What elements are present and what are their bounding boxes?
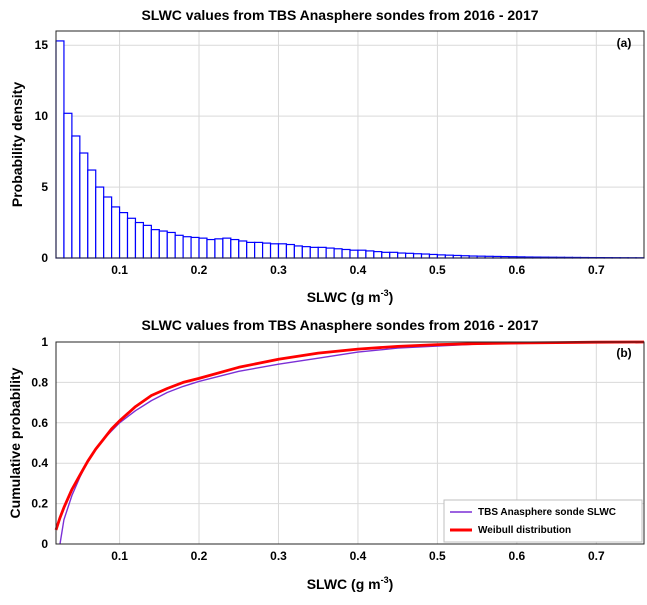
histogram-x-tick-label: 0.2: [191, 263, 208, 277]
cdf-x-tick-label: 0.1: [111, 549, 128, 563]
histogram-y-axis-label: Probability density: [9, 82, 25, 207]
cdf-x-tick-label: 0.4: [350, 549, 367, 563]
histogram-bar: [118, 212, 129, 259]
histogram-bar: [309, 246, 319, 259]
cdf-y-tick-label: 0.2: [31, 497, 48, 511]
cdf-y-axis-label: Cumulative probability: [7, 367, 23, 518]
cdf-x-axis-label: SLWC (g m-3): [307, 575, 394, 592]
histogram-x-axis-label: SLWC (g m-3): [307, 288, 394, 305]
histogram-bar: [238, 240, 248, 259]
histogram-bar: [134, 221, 145, 259]
histogram-bar: [365, 250, 375, 259]
histogram-bar: [325, 247, 335, 259]
histogram-bar: [428, 253, 439, 259]
cdf-axes-frame: [55, 341, 645, 545]
histogram-x-tick-label: 0.1: [111, 263, 128, 277]
histogram-bar: [349, 249, 359, 259]
weibull-series-line: [54, 340, 645, 531]
histogram-bar: [214, 238, 224, 259]
histogram-bar: [405, 252, 415, 259]
histogram-bar: [254, 241, 264, 259]
cdf-lines: [54, 340, 645, 545]
histogram-bar: [158, 230, 168, 259]
histogram-bar: [55, 40, 65, 259]
histogram-bar: [71, 135, 81, 259]
cdf-x-tick-label: 0.2: [191, 549, 208, 563]
cdf-title: SLWC values from TBS Anasphere sondes fr…: [141, 317, 538, 333]
cdf-x-tick-label: 0.7: [588, 549, 605, 563]
histogram-bar: [198, 237, 208, 259]
histogram-bar: [174, 234, 184, 259]
cdf-legend: TBS Anasphere sonde SLWC Weibull distrib…: [443, 499, 643, 543]
histogram-bar: [397, 252, 407, 259]
legend-label-sonde: TBS Anasphere sonde SLWC: [478, 507, 616, 518]
histogram-x-tick-label: 0.4: [350, 263, 367, 277]
histogram-bar: [357, 249, 367, 259]
panel-label-b: (b): [616, 346, 631, 360]
histogram-bar: [412, 253, 423, 259]
histogram-bar: [285, 243, 295, 259]
histogram-grid: [56, 31, 644, 259]
cdf-x-tick-label: 0.5: [429, 549, 446, 563]
legend-box: [443, 499, 643, 543]
histogram-bar: [222, 237, 232, 259]
panel-label-a: (a): [617, 36, 632, 50]
histogram-bar: [381, 251, 391, 259]
histogram-axes-frame: [55, 30, 645, 259]
histogram-bar: [103, 196, 113, 259]
histogram-title: SLWC values from TBS Anasphere sondes fr…: [141, 7, 538, 23]
cdf-y-tick-label: 0.8: [31, 375, 48, 389]
histogram-bar: [317, 246, 327, 259]
cdf-x-tick-label: 0.6: [509, 549, 526, 563]
histogram-y-tick-label: 5: [41, 180, 48, 194]
histogram-bar: [261, 242, 272, 259]
histogram-bar: [333, 248, 343, 259]
histogram-bar: [206, 238, 216, 259]
histogram-bars: [55, 40, 645, 259]
cdf-x-tick-label: 0.3: [270, 549, 287, 563]
histogram-bar: [389, 251, 399, 259]
histogram-bar: [190, 236, 200, 259]
histogram-bar: [166, 231, 176, 259]
cdf-ticks: 0.1 0.2 0.3 0.4 0.5 0.6 0.7 0 0.2 0.4 0.6 0.8 1: [31, 335, 605, 563]
histogram-bar: [142, 224, 152, 259]
histogram-y-tick-label: 0: [41, 251, 48, 265]
histogram-x-tick-label: 0.5: [429, 263, 446, 277]
histogram-x-tick-label: 0.7: [588, 263, 605, 277]
histogram-bar: [341, 248, 351, 259]
histogram-bar: [269, 243, 280, 259]
cdf-y-tick-label: 1: [41, 335, 48, 349]
cdf-panel: SLWC values from TBS Anasphere sondes fr…: [7, 317, 645, 592]
histogram-bar: [182, 236, 192, 259]
histogram-x-tick-label: 0.6: [509, 263, 526, 277]
histogram-y-tick-label: 15: [35, 38, 49, 52]
histogram-bar: [79, 152, 89, 259]
histogram-bar: [277, 243, 288, 259]
histogram-bar: [246, 241, 256, 259]
histogram-bar: [111, 206, 121, 259]
histogram-bar: [63, 112, 73, 259]
histogram-bar: [126, 217, 137, 259]
histogram-bar: [293, 245, 303, 259]
histogram-y-tick-label: 10: [35, 109, 49, 123]
cdf-y-tick-label: 0.6: [31, 416, 48, 430]
histogram-bar: [87, 169, 97, 259]
histogram-bar: [420, 253, 431, 259]
histogram-bar: [150, 229, 160, 259]
histogram-panel: SLWC values from TBS Anasphere sondes fr…: [9, 7, 645, 305]
legend-label-weibull: Weibull distribution: [478, 525, 571, 536]
histogram-bar: [95, 186, 105, 259]
histogram-ticks: 0.1 0.2 0.3 0.4 0.5 0.6 0.7 0 5 10 15: [35, 38, 605, 277]
cdf-y-tick-label: 0.4: [31, 456, 48, 470]
histogram-bar: [230, 238, 240, 259]
histogram-bar: [373, 251, 383, 259]
histogram-x-tick-label: 0.3: [270, 263, 287, 277]
histogram-bar: [301, 246, 311, 259]
cdf-y-tick-label: 0: [41, 537, 48, 551]
